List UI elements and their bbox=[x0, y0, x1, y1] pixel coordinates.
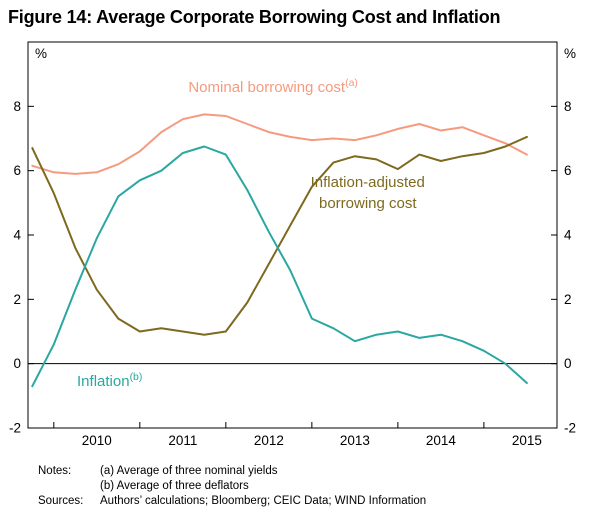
series-label-inflation: Inflation(b) bbox=[77, 371, 142, 390]
sources-label: Sources: bbox=[38, 495, 84, 507]
series-label-nominal-borrowing-cost: Nominal borrowing cost(a) bbox=[188, 77, 358, 96]
chart-footnotes: Notes: (a) Average of three nominal yiel… bbox=[0, 464, 600, 509]
figure-title: Figure 14: Average Corporate Borrowing C… bbox=[8, 7, 501, 27]
notes-label-spacer bbox=[38, 479, 100, 494]
chart-svg: -2 -2 0 0 2 2 4 4 6 6 8 8% % 2010 2011 2012 2013 2014 2015… bbox=[9, 41, 576, 448]
y-axis-label-right: 0 bbox=[564, 356, 572, 371]
series-line-inflation bbox=[31, 145, 528, 388]
sources-row: Sources: Authors’ calculations; Bloomber… bbox=[38, 494, 590, 509]
x-axis-label: 2015 bbox=[512, 433, 542, 448]
y-axis-label-left: 2 bbox=[13, 292, 21, 307]
y-axis-label-right: 4 bbox=[564, 228, 572, 243]
y-axis-label-left: 0 bbox=[13, 356, 21, 371]
y-unit-left: % bbox=[35, 46, 47, 61]
note-row-b: (b) Average of three deflators bbox=[38, 479, 590, 494]
x-axis-label: 2014 bbox=[426, 433, 457, 448]
series-label-inflation-adjusted-borrowing-cost: Inflation-adjusted bbox=[311, 174, 425, 191]
y-axis-label-right: 6 bbox=[564, 163, 572, 178]
series-label-inflation-adjusted-borrowing-cost: borrowing cost bbox=[319, 195, 417, 212]
y-unit-right: % bbox=[564, 46, 576, 61]
note-a-text: (a) Average of three nominal yields bbox=[100, 465, 278, 477]
y-axis-label-right: 2 bbox=[564, 292, 572, 307]
y-axis-label-right: -2 bbox=[564, 421, 576, 436]
y-axis-label-left: 6 bbox=[13, 163, 21, 178]
x-axis-label: 2013 bbox=[340, 433, 370, 448]
notes-label: Notes: bbox=[38, 465, 72, 477]
x-axis-label: 2011 bbox=[168, 433, 197, 448]
y-axis-label-left: 8 bbox=[13, 99, 21, 114]
note-row-a: Notes: (a) Average of three nominal yiel… bbox=[38, 464, 590, 479]
y-axis-label-right: 8 bbox=[564, 99, 572, 114]
plot-frame bbox=[27, 41, 558, 429]
x-axis-label: 2010 bbox=[82, 433, 112, 448]
sources-text: Authors’ calculations; Bloomberg; CEIC D… bbox=[100, 495, 427, 507]
note-b-text: (b) Average of three deflators bbox=[100, 480, 249, 492]
x-axis-label: 2012 bbox=[254, 433, 284, 448]
y-axis-label-left: -2 bbox=[9, 421, 21, 436]
series-line-nominal-borrowing-cost bbox=[31, 113, 528, 175]
series-line-inflation-adjusted-borrowing-cost bbox=[31, 135, 528, 336]
y-axis-label-left: 4 bbox=[13, 228, 21, 243]
